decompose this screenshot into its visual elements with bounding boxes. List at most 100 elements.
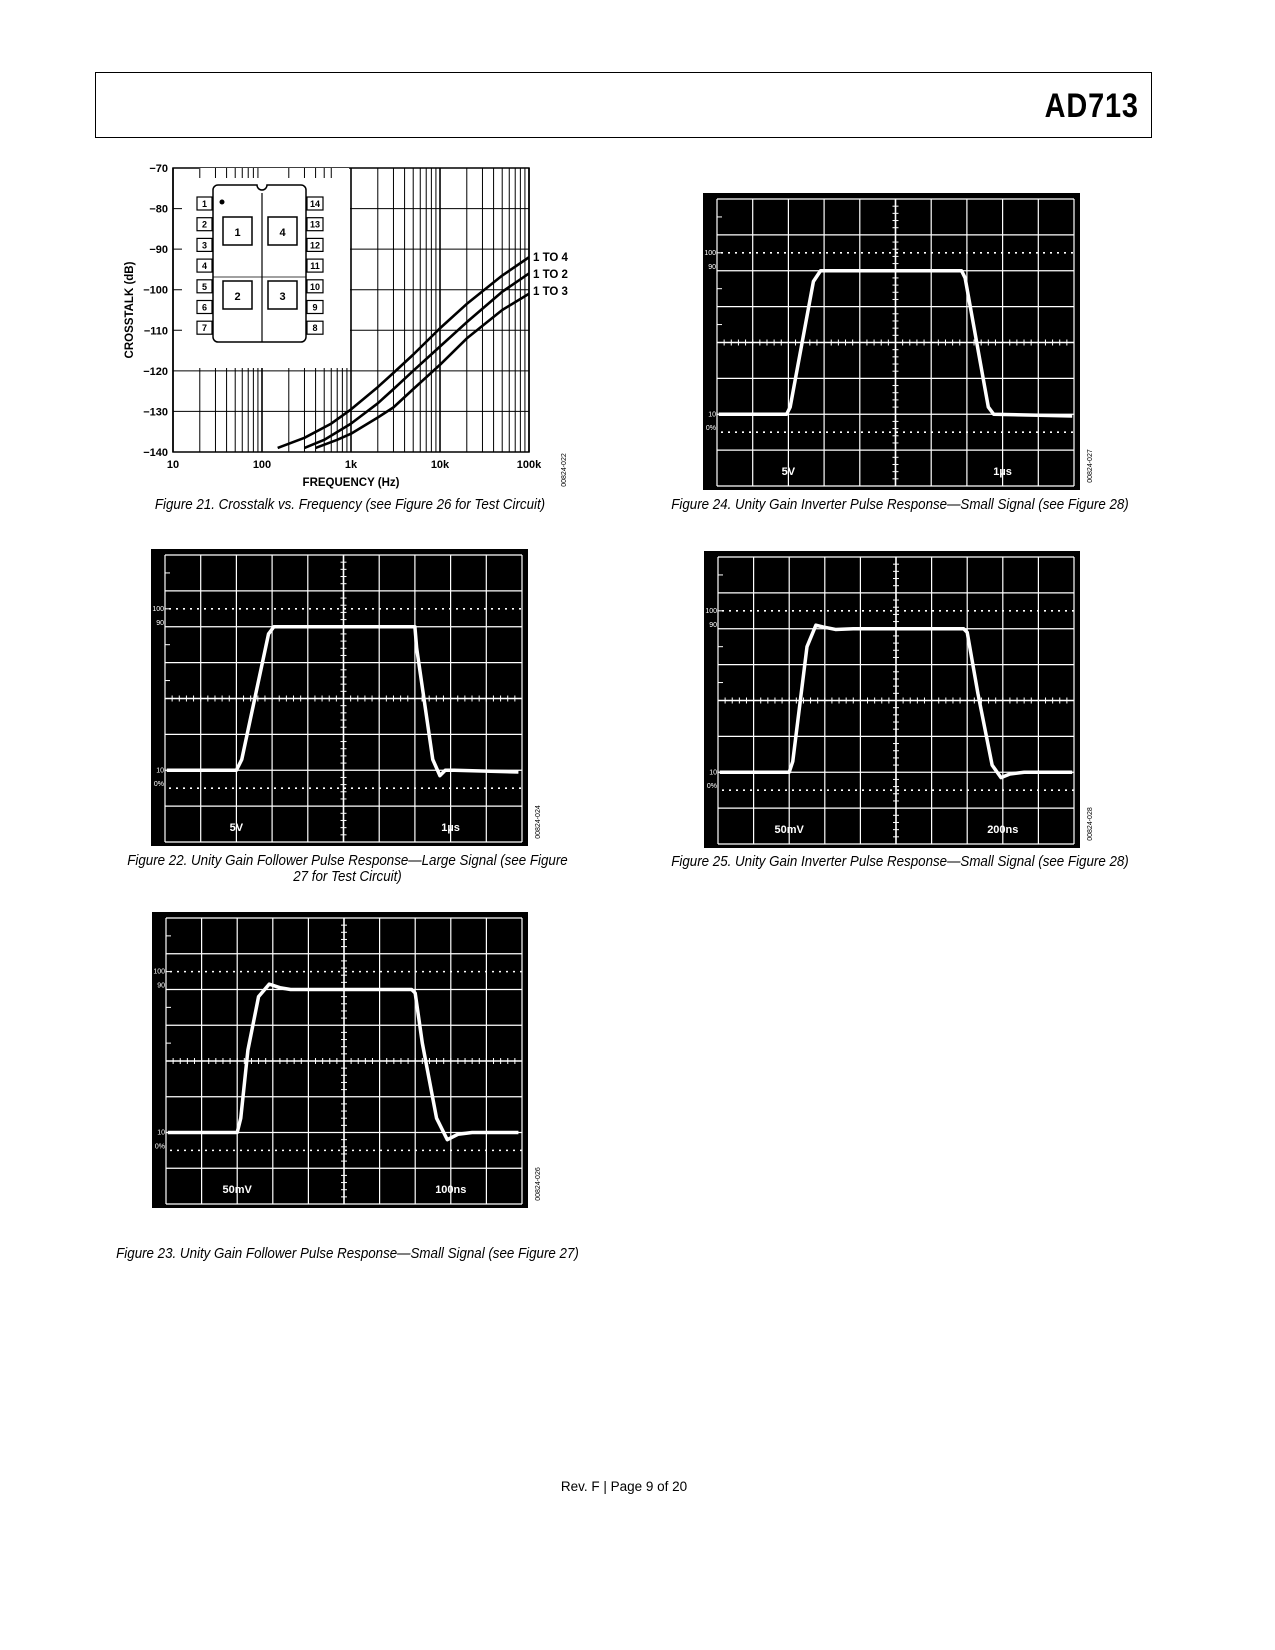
level-label: 0% <box>155 1143 165 1150</box>
level-label: 10 <box>709 769 717 776</box>
volts-per-div-label: 50mV <box>775 824 805 836</box>
y-tick-label: −70 <box>149 163 168 175</box>
volts-per-div-label: 5V <box>230 822 244 834</box>
page-footer: Rev. F | Page 9 of 20 <box>560 1479 688 1494</box>
figure-code: 00824-024 <box>535 805 542 839</box>
scope-figure-24: 100 90 10 0% 5V 1µs 00824-027 <box>703 193 1094 490</box>
figure-code: 00824-028 <box>1087 807 1094 841</box>
level-label: 90 <box>157 983 165 990</box>
pin-label: 13 <box>310 220 320 230</box>
y-tick-label: −140 <box>143 447 168 459</box>
y-tick-label: −110 <box>144 325 168 337</box>
level-label: 90 <box>708 264 716 271</box>
ic-pin <box>306 258 324 273</box>
x-tick-label: 100k <box>517 459 542 471</box>
amplifier-label: 4 <box>279 227 286 239</box>
ic-pin <box>306 279 324 294</box>
figure-code: 00824-022 <box>561 453 568 487</box>
amplifier-label: 3 <box>279 291 285 303</box>
pin-label: 11 <box>310 261 320 271</box>
ic-pin <box>196 320 213 335</box>
figure-22-caption: Figure 22. Unity Gain Follower Pulse Res… <box>127 853 568 885</box>
pin-label: 1 <box>202 199 207 209</box>
ic-pin <box>196 299 213 315</box>
figure-21-caption: Figure 21. Crosstalk vs. Frequency (see … <box>154 497 546 513</box>
ic-pin <box>306 217 324 232</box>
level-label: 0% <box>707 783 717 790</box>
level-label: 100 <box>152 606 164 613</box>
level-label: 10 <box>708 411 716 418</box>
time-per-div-label: 100ns <box>435 1184 466 1196</box>
ic-pin <box>306 237 324 252</box>
volts-per-div-label: 5V <box>782 466 796 478</box>
amplifier-box <box>267 216 298 246</box>
ic-package-outline <box>212 184 307 343</box>
amplifier-box <box>222 280 253 310</box>
plot-frame <box>172 167 530 453</box>
amplifier-box <box>267 280 298 310</box>
pin-label: 5 <box>202 282 207 292</box>
y-tick-label: −100 <box>143 285 168 297</box>
level-label: 0% <box>706 425 716 432</box>
figure-24-caption: Figure 24. Unity Gain Inverter Pulse Res… <box>671 497 1129 513</box>
waveform-trace <box>718 269 1073 418</box>
time-per-div-label: 1µs <box>993 466 1012 478</box>
time-per-div-label: 1µs <box>441 822 460 834</box>
pin-label: 14 <box>310 199 320 209</box>
level-label: 10 <box>157 1130 165 1137</box>
level-label: 10 <box>156 767 164 774</box>
level-label: 0% <box>154 781 164 788</box>
series-line-1-to-3 <box>315 292 530 450</box>
figure-code: 00824-026 <box>535 1167 542 1201</box>
pin-label: 6 <box>202 303 207 313</box>
y-tick-label: −120 <box>143 366 168 378</box>
scope-figure-22: 100 90 10 0% 5V 1µs 00824-024 <box>151 549 542 846</box>
series-line-1-to-2 <box>303 272 530 450</box>
pin-label: 12 <box>310 240 320 250</box>
figure-25-caption: Figure 25. Unity Gain Inverter Pulse Res… <box>671 854 1129 870</box>
waveform-trace <box>166 625 519 778</box>
ic-pin <box>196 258 213 273</box>
figure-code: 00824-027 <box>1087 449 1094 483</box>
x-axis-title: FREQUENCY (Hz) <box>303 477 400 489</box>
ic-pin <box>196 237 213 252</box>
level-label: 90 <box>709 622 717 629</box>
page-header: AD713 <box>95 72 1152 138</box>
pin-label: 2 <box>202 220 207 230</box>
ic-pin <box>306 196 324 211</box>
time-per-div-label: 200ns <box>987 824 1018 836</box>
inset-top-mask <box>199 168 349 180</box>
part-number: AD713 <box>1044 87 1139 125</box>
x-tick-label: 10k <box>431 459 450 471</box>
y-tick-label: −90 <box>149 244 168 256</box>
x-tick-label: 1k <box>345 459 358 471</box>
level-label: 90 <box>156 620 164 627</box>
scope-figure-25: 100 90 10 0% 50mV 200ns 00824-028 <box>704 551 1094 848</box>
amplifier-label: 1 <box>234 227 240 239</box>
pin-label: 8 <box>312 323 317 333</box>
pin-label: 4 <box>202 261 207 271</box>
level-label: 100 <box>704 250 716 257</box>
legend-label: 1 TO 3 <box>533 286 568 298</box>
pin-label: 7 <box>202 323 207 333</box>
scope-figure-23: 100 90 10 0% 50mV 100ns 00824-026 <box>152 912 542 1208</box>
amplifier-label: 2 <box>234 291 240 303</box>
x-tick-label: 100 <box>253 459 271 471</box>
pin-label: 9 <box>312 303 317 313</box>
y-tick-label: −130 <box>143 406 168 418</box>
amplifier-box <box>222 216 253 246</box>
level-label: 100 <box>705 608 717 615</box>
waveform-trace <box>167 982 519 1142</box>
series-line-1-to-4 <box>277 256 530 450</box>
y-axis-title: CROSSTALK (dB) <box>124 261 136 358</box>
legend-label: 1 TO 2 <box>533 269 568 281</box>
ic-pin <box>196 279 213 294</box>
level-label: 100 <box>153 969 165 976</box>
ic-pin <box>196 217 213 232</box>
ic-pin <box>196 196 213 211</box>
waveform-trace <box>719 623 1073 780</box>
ic-pin <box>306 320 324 335</box>
volts-per-div-label: 50mV <box>223 1184 253 1196</box>
figure-23-caption: Figure 23. Unity Gain Follower Pulse Res… <box>116 1246 579 1262</box>
